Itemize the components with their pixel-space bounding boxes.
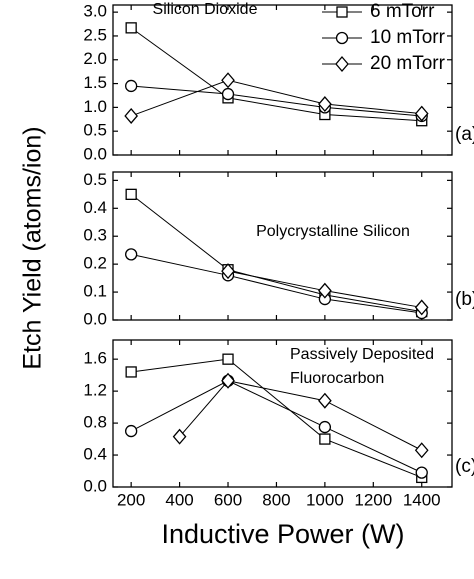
y-tick-label: 0.8 [83,413,107,432]
plot-frame [112,339,453,488]
marker [318,392,332,409]
y-tick-label: 0.0 [83,144,107,163]
marker [318,282,332,299]
plot-frame [112,4,453,156]
y-tick-label: 3.0 [83,2,107,21]
plot-frame [112,171,453,321]
panel-label: (a) [455,124,474,145]
annotation: Passively Deposited [290,346,434,363]
y-tick-label: 0.3 [83,226,107,245]
series-line [130,380,422,474]
x-tick-label: 800 [262,490,290,509]
legend-label: 10 mTorr [370,27,446,48]
series-line [131,358,422,478]
marker [414,442,429,459]
series-line [131,85,422,117]
marker [318,96,332,113]
marker [125,79,138,93]
marker [124,107,139,124]
x-tick-label: 600 [214,490,242,509]
marker [415,466,428,479]
y-tick-label: 0.4 [83,198,107,217]
legend-label: 20 mTorr [370,53,446,74]
annotation: Silicon Dioxide [153,1,258,18]
x-tick-label: 1000 [306,490,344,509]
marker [172,428,187,445]
marker [125,248,138,261]
marker [319,433,331,445]
legend-label: 6 mTorr [370,1,435,22]
x-tick-label: 400 [165,490,193,509]
y-tick-label: 0.4 [83,445,107,464]
marker [318,420,332,434]
y-tick-label: 0.1 [83,282,107,301]
series-line [131,253,422,314]
marker [222,353,234,365]
panel-label: (b) [455,289,474,310]
marker [221,372,235,389]
marker [221,87,235,101]
x-tick-label: 1200 [354,490,392,509]
y-tick-label: 2.0 [83,49,107,68]
marker [125,22,137,34]
y-tick-label: 1.5 [83,73,107,92]
y-tick-label: 0.0 [83,309,107,328]
x-axis-label: Inductive Power (W) [161,519,404,549]
annotation: Fluorocarbon [290,370,384,387]
x-tick-label: 1400 [403,490,441,509]
y-tick-label: 1.2 [83,381,107,400]
marker [221,72,235,89]
legend-marker [336,6,348,18]
legend-marker [335,56,349,72]
marker [414,105,429,122]
marker [221,263,235,280]
marker [125,424,138,438]
x-tick-label: 200 [117,490,145,509]
y-tick-label: 1.6 [83,349,107,368]
panel-label: (c) [455,456,474,477]
y-tick-label: 0.2 [83,254,107,273]
series-line [130,27,422,122]
series-line [130,193,422,313]
y-tick-label: 0.5 [83,121,107,140]
marker [125,366,137,378]
y-axis-label: Etch Yield (atoms/ion) [19,126,47,369]
y-tick-label: 1.0 [83,97,107,116]
y-tick-label: 2.5 [83,25,107,44]
y-tick-label: 0.0 [83,476,107,495]
marker [125,188,137,200]
y-tick-label: 0.5 [83,170,107,189]
marker [414,299,429,316]
legend-marker [335,31,349,45]
series-line [179,380,422,451]
series-line [130,79,422,117]
annotation: Polycrystalline Silicon [256,223,410,240]
